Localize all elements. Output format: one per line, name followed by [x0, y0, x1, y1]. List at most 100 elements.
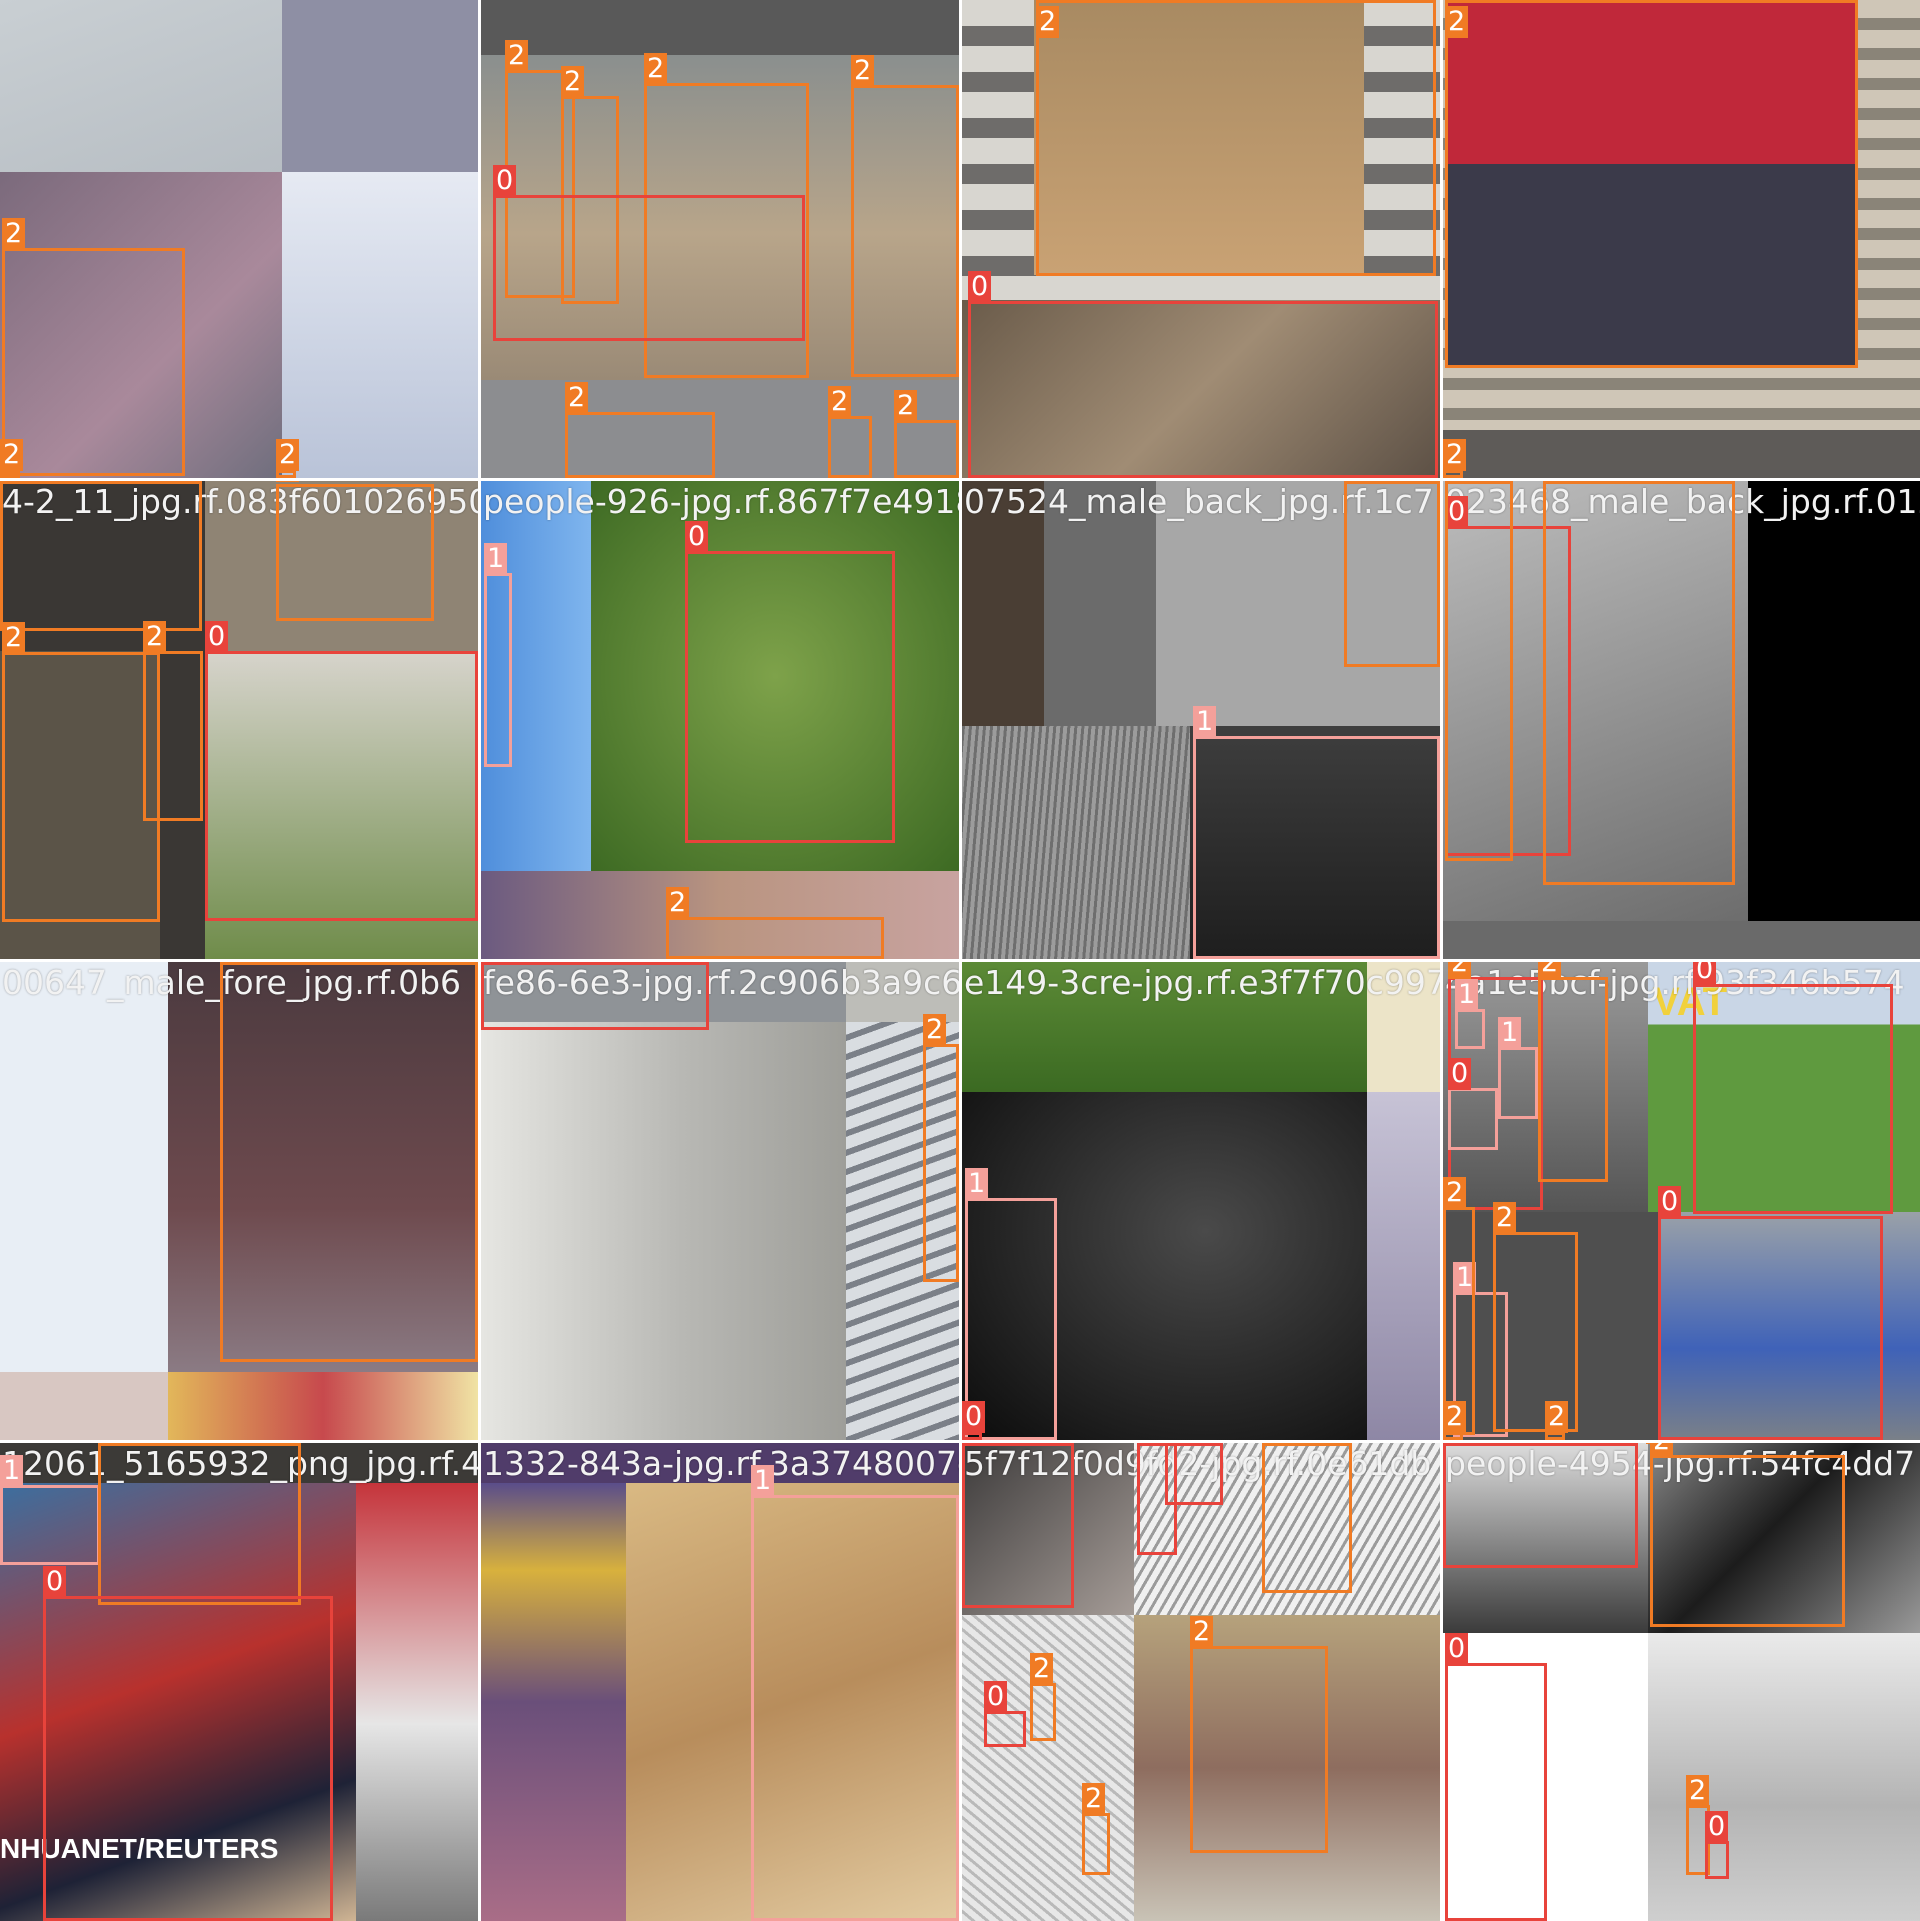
mosaic-tile-5: 4-2_11_jpg.rf.083f601026950 2 2 2 0 [0, 481, 478, 959]
bbox: 2 [1445, 481, 1513, 861]
banner-text: VAT [1653, 980, 1728, 1024]
class-label: 0 [962, 1401, 986, 1433]
bbox: 0 [205, 621, 478, 921]
bbox: 2 [644, 53, 809, 378]
class-label: 0 [481, 962, 505, 963]
class-label: 2 [0, 439, 24, 471]
bbox: 0 [43, 1566, 333, 1921]
bbox: 0 [481, 962, 709, 1030]
class-label: 0 [43, 1566, 67, 1598]
bbox: 2 [276, 439, 300, 478]
mosaic-tile-15: 5f7f12f0d9fd2-jpg.rf.0e61db 0 0 0 2 2 0 … [962, 1443, 1440, 1921]
bbox: 2 [1543, 481, 1735, 885]
class-label: 2 [143, 621, 167, 653]
class-label: 2 [923, 1014, 947, 1046]
class-label: 0 [685, 521, 709, 553]
bbox: 2 [1262, 1443, 1352, 1593]
bbox: 2 [828, 386, 872, 478]
bbox: 2 [98, 1443, 301, 1605]
class-label: 2 [2, 622, 26, 654]
bbox: 2 [1344, 481, 1440, 667]
class-label: 2 [220, 962, 244, 963]
mosaic-tile-1: 2 2 2 [0, 0, 478, 478]
bbox: 1 [1193, 706, 1440, 959]
class-label: 2 [644, 53, 668, 85]
class-label: 2 [828, 386, 852, 418]
bbox: 0 [1693, 962, 1893, 1214]
mosaic-tile-6: people-926-jpg.rf.867f7e4918 1 0 2 [481, 481, 959, 959]
bbox: 2 [1030, 1653, 1056, 1741]
mosaic-tile-3: 2 0 [962, 0, 1440, 478]
class-label: 1 [751, 1465, 775, 1497]
mosaic-tile-16: people-4954-jpg.rf.54fc4dd7 2 2 0 2 0 [1443, 1443, 1920, 1921]
bbox: 0 [1448, 1058, 1498, 1150]
class-label: 2 [1443, 439, 1467, 471]
bbox: 0 [1137, 1443, 1177, 1555]
image-filename: 4-2_11_jpg.rf.083f601026950 [2, 482, 478, 521]
class-label: 2 [561, 66, 585, 98]
mosaic-tile-13: NHUANET/REUTERS 12061_5165932_png_jpg.rf… [0, 1443, 478, 1921]
bbox: 2 [1443, 1401, 1467, 1440]
class-label: 2 [1036, 6, 1060, 38]
mosaic-tile-8: 023468_male_back_jpg.rf.012 0 2 2 [1443, 481, 1920, 959]
mosaic-tile-9: 00647_male_fore_jpg.rf.0b6 2 [0, 962, 478, 1440]
bbox: 2 [1493, 1202, 1578, 1432]
bbox: 2 [1082, 1783, 1110, 1875]
image-filename: 07524_male_back_jpg.rf.1c7 [964, 482, 1434, 521]
class-label: 1 [1455, 979, 1479, 1011]
bbox: 2 [1650, 1443, 1845, 1627]
bbox: 2 [1538, 962, 1608, 1182]
class-label: 0 [984, 1681, 1008, 1713]
class-label: 0 [1448, 1058, 1472, 1090]
class-label: 2 [1445, 481, 1469, 482]
watermark-text: NHUANET/REUTERS [0, 1833, 279, 1864]
class-label: 0 [205, 621, 229, 653]
class-label: 0 [968, 271, 992, 303]
bbox: 2 [2, 622, 160, 922]
bbox: 0 [685, 521, 895, 843]
tile-divider [0, 1441, 1920, 1443]
class-label: 2 [1686, 1775, 1710, 1807]
bbox: 0 [1658, 1186, 1883, 1440]
class-label: 2 [666, 887, 690, 919]
mosaic-tile-11: e149-3cre-jpg.rf.e3f7f70c997 1 0 [962, 962, 1440, 1440]
bbox: 2 [565, 382, 715, 478]
mosaic-tile-10: fe86-6e3-jpg.rf.2c906b3a9c6 0 2 [481, 962, 959, 1440]
bbox: 0 [1705, 1811, 1729, 1879]
image-filename: e149-3cre-jpg.rf.e3f7f70c997 [964, 963, 1440, 1002]
bbox: 2 [923, 1014, 959, 1282]
class-label: 2 [894, 390, 918, 422]
class-label: 2 [1190, 1616, 1214, 1648]
bbox: 2 [0, 481, 300, 631]
class-label: 2 [565, 382, 589, 414]
bbox: 2 [1036, 0, 1436, 276]
class-label: 0 [1658, 1186, 1682, 1218]
bbox: 2 [1190, 1616, 1328, 1853]
class-label: 2 [1543, 481, 1567, 482]
bbox: 0 [1165, 1443, 1223, 1505]
bbox: 2 [1443, 439, 1467, 478]
tile-divider [0, 479, 1920, 481]
class-label: 2 [851, 55, 875, 87]
bbox: 2 [1445, 0, 1858, 368]
mosaic-tile-4: 2 2 [1443, 0, 1920, 478]
mosaic-tile-12: VAT 4a1e5bcf-jpg.rf.93f346b574 2 1 1 2 0… [1443, 962, 1920, 1440]
bbox: 2 [1686, 1775, 1710, 1875]
bbox: 2 [0, 439, 24, 478]
class-label: 1 [484, 543, 508, 575]
bbox: 1 [965, 1168, 1057, 1440]
class-label: 0 [962, 1443, 986, 1444]
class-label: 0 [1705, 1811, 1729, 1843]
image-filename: people-4954-jpg.rf.54fc4dd7 [1445, 1444, 1916, 1483]
bbox: 1 [484, 543, 512, 767]
image-filename: 023468_male_back_jpg.rf.012 [1445, 482, 1920, 521]
image-filename: 5f7f12f0d9fd2-jpg.rf.0e61db [964, 1444, 1432, 1483]
class-label: 2 [276, 439, 300, 471]
class-label: 0 [1693, 962, 1717, 986]
bbox: 0 [962, 1401, 986, 1440]
bbox [276, 484, 434, 621]
class-label: 2 [1443, 1177, 1467, 1209]
class-label: 0 [1445, 1633, 1469, 1665]
class-label: 2 [1538, 962, 1562, 979]
